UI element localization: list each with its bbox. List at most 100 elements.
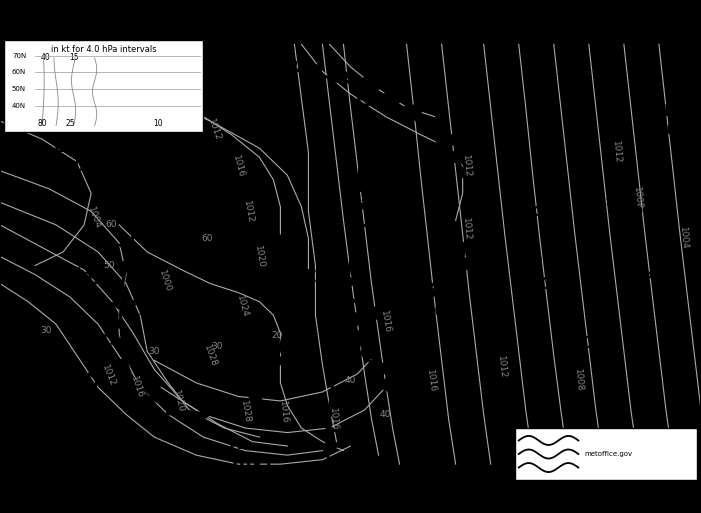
Circle shape [401,410,419,422]
Polygon shape [330,391,341,400]
Polygon shape [347,277,360,287]
Text: 1012: 1012 [530,277,572,292]
Polygon shape [277,279,290,289]
Text: 998: 998 [362,92,397,110]
Bar [4,40,203,132]
Text: 1012: 1012 [243,200,255,223]
Polygon shape [104,303,115,311]
Text: 1013: 1013 [572,336,614,350]
Circle shape [416,286,435,299]
Polygon shape [342,314,355,325]
Text: H: H [530,258,543,272]
Text: H: H [229,435,243,453]
Text: 1005: 1005 [523,205,562,219]
Text: metoffice.gov: metoffice.gov [584,451,632,457]
Polygon shape [354,220,367,230]
Text: 1028: 1028 [239,400,252,424]
Text: 10: 10 [153,119,163,128]
Polygon shape [137,185,151,194]
Polygon shape [274,356,288,366]
Text: 20: 20 [271,331,283,340]
Text: 1008: 1008 [425,304,467,319]
Circle shape [461,167,480,180]
Text: 999: 999 [81,272,113,287]
Polygon shape [327,443,338,451]
Text: 30: 30 [212,342,223,351]
Polygon shape [345,295,358,306]
Circle shape [470,204,489,216]
Polygon shape [130,204,143,213]
Polygon shape [361,144,373,154]
Polygon shape [358,88,370,97]
Text: 30: 30 [149,347,160,356]
Text: 1000: 1000 [137,304,176,318]
Circle shape [412,426,430,438]
Circle shape [467,185,486,198]
Circle shape [252,48,272,61]
Text: 50: 50 [103,261,114,270]
Polygon shape [280,337,294,347]
Text: 60N: 60N [12,69,26,75]
Circle shape [230,39,250,51]
Circle shape [436,134,456,147]
Text: 70N: 70N [12,53,26,60]
Text: 40N: 40N [12,103,26,109]
Polygon shape [196,412,210,421]
Polygon shape [248,392,262,401]
Polygon shape [109,300,122,309]
Polygon shape [356,201,368,211]
Circle shape [468,222,488,234]
Polygon shape [350,258,362,268]
Text: 1020: 1020 [172,389,186,413]
Circle shape [380,379,398,390]
Circle shape [452,258,472,270]
Text: 1016: 1016 [278,401,290,424]
Polygon shape [144,166,158,175]
Text: H: H [292,245,306,263]
Polygon shape [339,340,349,349]
Polygon shape [224,407,238,416]
Text: in kt for 4.0 hPa intervals: in kt for 4.0 hPa intervals [50,45,156,54]
Text: 1016: 1016 [231,154,245,179]
Text: 1016: 1016 [425,369,437,392]
Circle shape [449,150,469,163]
Polygon shape [329,460,339,468]
Circle shape [390,394,409,406]
Text: 15: 15 [69,53,79,63]
Circle shape [393,297,412,309]
Circle shape [382,92,402,105]
Text: 1016: 1016 [379,310,392,334]
Polygon shape [142,394,156,404]
Polygon shape [264,374,278,384]
Polygon shape [151,147,164,156]
Polygon shape [94,337,105,345]
Polygon shape [185,52,198,62]
Polygon shape [109,319,121,329]
Text: 1031: 1031 [229,458,275,476]
Text: 30: 30 [40,326,51,336]
Text: 1012: 1012 [461,218,472,241]
Circle shape [402,105,421,117]
Circle shape [277,57,297,69]
Circle shape [370,363,388,374]
Polygon shape [360,163,372,173]
Text: 1004: 1004 [678,227,689,250]
Text: 40: 40 [345,376,356,385]
Polygon shape [82,404,93,413]
Bar [515,428,697,480]
Text: 1000: 1000 [157,269,172,293]
Polygon shape [333,374,344,383]
Text: L: L [81,253,91,268]
Text: H: H [656,258,669,272]
Polygon shape [352,239,365,249]
Text: 1026: 1026 [292,268,338,286]
Polygon shape [111,280,123,290]
Circle shape [462,240,482,252]
Text: L: L [137,285,147,300]
Text: 10: 10 [656,277,677,292]
Circle shape [341,312,360,325]
Text: 1011: 1011 [656,123,698,139]
Polygon shape [124,377,139,385]
Polygon shape [84,387,95,396]
Polygon shape [98,320,110,328]
